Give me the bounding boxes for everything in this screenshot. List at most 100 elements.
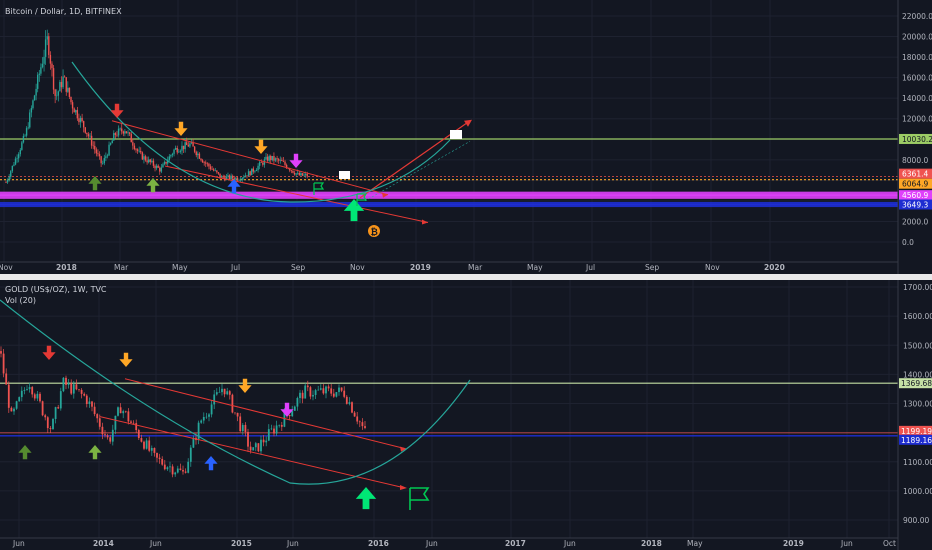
bitcoin-candle bbox=[203, 162, 205, 164]
bitcoin-price-tag-label: 6361.4 bbox=[902, 170, 928, 179]
bitcoin-candle bbox=[8, 176, 10, 180]
pane-divider[interactable] bbox=[0, 274, 932, 280]
gold-candle bbox=[39, 393, 41, 402]
bitcoin-dotted-projection bbox=[364, 141, 471, 202]
bitcoin-chart-pane[interactable]: ₿ 22000.0 20000.0 18000.0 16000.0 14000.0 1200… bbox=[0, 0, 932, 274]
bitcoin-candle bbox=[117, 128, 120, 136]
bitcoin-flag-icon bbox=[356, 193, 368, 206]
bitcoin-candle bbox=[44, 39, 47, 57]
gold-channel-upper bbox=[124, 378, 406, 450]
bitcoin-candle bbox=[128, 132, 131, 134]
gold-candle bbox=[135, 423, 138, 431]
gold-candle bbox=[20, 390, 23, 398]
gold-price-tag bbox=[899, 425, 932, 436]
gold-candle bbox=[98, 418, 101, 427]
gold-candle bbox=[166, 467, 169, 470]
gold-up-arrow-icon bbox=[88, 445, 102, 460]
bitcoin-candle bbox=[290, 170, 293, 172]
bitcoin-price-tick: 20000.0 bbox=[902, 33, 932, 42]
gold-chart[interactable]: 1700.00 1600.00 1500.00 1400.00 1300.00 1100.… bbox=[0, 280, 932, 550]
bitcoin-candle bbox=[43, 56, 45, 64]
gold-candle bbox=[364, 426, 366, 428]
bitcoin-chart[interactable]: ₿ 22000.0 20000.0 18000.0 16000.0 14000.0 1200… bbox=[0, 0, 932, 274]
gold-candle bbox=[163, 464, 166, 470]
gold-candle bbox=[13, 408, 15, 412]
bitcoin-candle bbox=[228, 175, 231, 180]
bitcoin-candle bbox=[89, 135, 91, 137]
gold-candle bbox=[46, 417, 49, 429]
bitcoin-candle bbox=[279, 159, 281, 161]
gold-candle bbox=[101, 426, 104, 435]
bitcoin-candle bbox=[151, 160, 153, 162]
bitcoin-candle bbox=[293, 172, 296, 175]
gold-candle bbox=[189, 447, 192, 462]
gold-candle bbox=[137, 430, 140, 439]
bitcoin-candle bbox=[81, 117, 83, 122]
bitcoin-candle bbox=[25, 128, 28, 136]
gold-candle bbox=[10, 407, 13, 412]
bitcoin-candle bbox=[179, 150, 182, 152]
gold-price-tick: 1400.00 bbox=[903, 370, 932, 379]
gold-up-arrow-icon bbox=[18, 445, 32, 460]
gold-candle bbox=[2, 353, 5, 374]
bitcoin-candle bbox=[282, 160, 285, 162]
bitcoin-candle bbox=[200, 158, 202, 161]
bitcoin-blue-band bbox=[0, 201, 898, 208]
bitcoin-candle bbox=[244, 175, 247, 178]
bitcoin-time-tick: Jul bbox=[585, 263, 595, 272]
bitcoin-candle bbox=[174, 147, 177, 150]
gold-price-tag bbox=[899, 434, 932, 445]
bitcoin-candle bbox=[186, 142, 188, 146]
gold-time-tick: Jun bbox=[425, 539, 438, 548]
bitcoin-big-up-arrow-icon bbox=[343, 199, 365, 222]
bitcoin-candle bbox=[208, 163, 210, 167]
bitcoin-candle bbox=[38, 73, 40, 75]
gold-candle bbox=[75, 384, 78, 390]
bitcoin-candle bbox=[79, 117, 82, 123]
bitcoin-candle bbox=[247, 171, 250, 177]
gold-candle bbox=[262, 439, 265, 443]
bitcoin-time-tick: Nov bbox=[0, 263, 13, 272]
bitcoin-candle bbox=[285, 164, 288, 169]
bitcoin-price-tag bbox=[899, 190, 932, 201]
bitcoin-candle bbox=[59, 81, 61, 92]
bitcoin-candle bbox=[70, 96, 72, 103]
gold-chart-pane[interactable]: 1700.00 1600.00 1500.00 1400.00 1300.00 1100.… bbox=[0, 280, 932, 550]
gold-cup-curve bbox=[0, 299, 471, 485]
bitcoin-price-tag bbox=[899, 168, 932, 179]
gold-time-tick: Jun bbox=[563, 539, 576, 548]
bitcoin-candle bbox=[205, 162, 207, 164]
gold-candle bbox=[267, 429, 270, 441]
bitcoin-up-arrow-icon bbox=[146, 178, 160, 193]
gold-candle bbox=[215, 392, 218, 395]
bitcoin-candle bbox=[246, 175, 248, 177]
gold-candle bbox=[223, 388, 226, 395]
bitcoin-candle bbox=[260, 162, 262, 163]
bitcoin-candle bbox=[10, 171, 12, 177]
gold-candle bbox=[23, 389, 26, 391]
bitcoin-candle bbox=[227, 175, 229, 177]
bitcoin-candle bbox=[160, 167, 163, 172]
gold-candle bbox=[132, 422, 135, 424]
gold-candle bbox=[72, 384, 75, 394]
bitcoin-candle bbox=[289, 168, 291, 171]
bitcoin-candle bbox=[78, 118, 80, 123]
bitcoin-candle bbox=[24, 135, 26, 137]
bitcoin-candle bbox=[163, 161, 166, 165]
bitcoin-time-tick: 2019 bbox=[410, 263, 431, 272]
bitcoin-candle bbox=[56, 95, 58, 97]
bitcoin-candle bbox=[254, 171, 256, 172]
bitcoin-candle bbox=[132, 142, 134, 146]
gold-time-tick: Oct bbox=[883, 539, 896, 548]
gold-candle bbox=[353, 412, 356, 417]
bitcoin-candle bbox=[21, 142, 23, 150]
gold-candle bbox=[7, 384, 10, 408]
gold-candle bbox=[5, 373, 8, 385]
bitcoin-down-arrow-icon bbox=[110, 103, 124, 118]
bitcoin-candle bbox=[238, 180, 240, 181]
gold-candle bbox=[0, 351, 2, 354]
bitcoin-price-tick: 16000.0 bbox=[902, 74, 932, 83]
gold-time-tick: 2015 bbox=[231, 539, 252, 548]
gold-candle bbox=[28, 387, 31, 390]
bitcoin-candle bbox=[84, 127, 86, 133]
